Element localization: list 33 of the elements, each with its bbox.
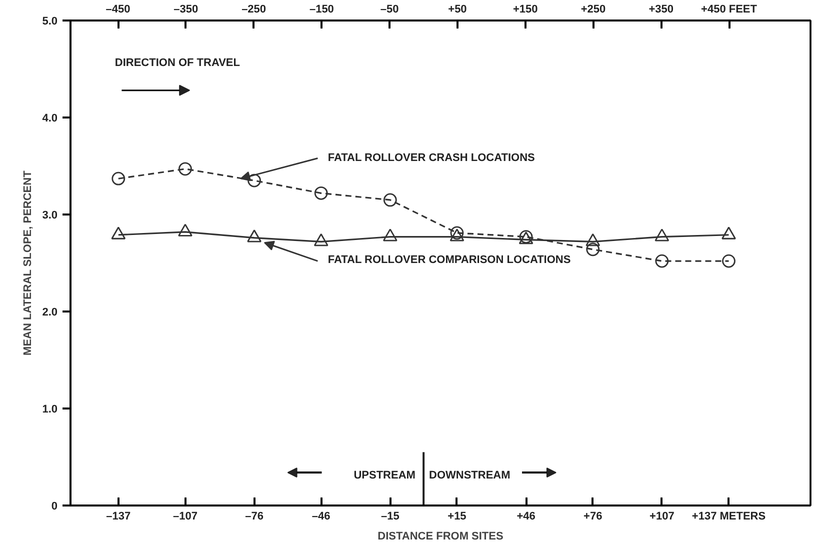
x2-tick-label: +50	[448, 4, 467, 16]
x-tick-label: +107	[650, 510, 674, 522]
y-tick-label: 5.0	[42, 16, 58, 28]
x2-tick-label: –350	[174, 4, 198, 16]
x2-tick-label: –50	[380, 4, 399, 16]
x-tick-label: –15	[380, 510, 400, 522]
x-tick-label: +46	[516, 510, 536, 522]
x-tick-label: –76	[245, 510, 264, 522]
x2-tick-label: –150	[309, 4, 334, 16]
x2-tick-label: +250	[580, 4, 606, 16]
x-tick-label: –137	[106, 510, 131, 522]
x-tick-label: –46	[312, 510, 330, 522]
annotation: DOWNSTREAM	[429, 469, 510, 482]
x-tick-label: +76	[584, 510, 602, 522]
x2-tick-label: +450 FEET	[701, 4, 758, 16]
x-tick-label: +137 METERS	[692, 510, 766, 522]
x-axis-title: DISTANCE FROM SITES	[378, 530, 504, 542]
y-tick-label: 2.0	[42, 306, 58, 318]
y-tick-label: 3.0	[42, 210, 58, 222]
text: FATAL ROLLOVER CRASH LOCATIONS	[328, 152, 535, 164]
x2-tick-label: –450	[106, 4, 130, 16]
y-tick-label: 4.0	[42, 112, 58, 124]
annotation: UPSTREAM	[354, 469, 416, 482]
annotation: DIRECTION OF TRAVEL	[114, 57, 240, 69]
x-tick-label: –107	[172, 510, 198, 522]
y-axis-title: MEAN LATERAL SLOPE, PERCENT	[22, 170, 34, 356]
y-tick-label: 1.0	[42, 404, 58, 416]
x-tick-label: +15	[448, 510, 466, 522]
y-tick-label: 0	[51, 500, 58, 512]
x2-tick-label: –250	[242, 4, 266, 16]
x2-tick-label: +150	[512, 4, 538, 16]
x2-tick-label: +350	[648, 4, 674, 16]
series-label: FATAL ROLLOVER COMPARISON LOCATIONS	[328, 254, 571, 266]
